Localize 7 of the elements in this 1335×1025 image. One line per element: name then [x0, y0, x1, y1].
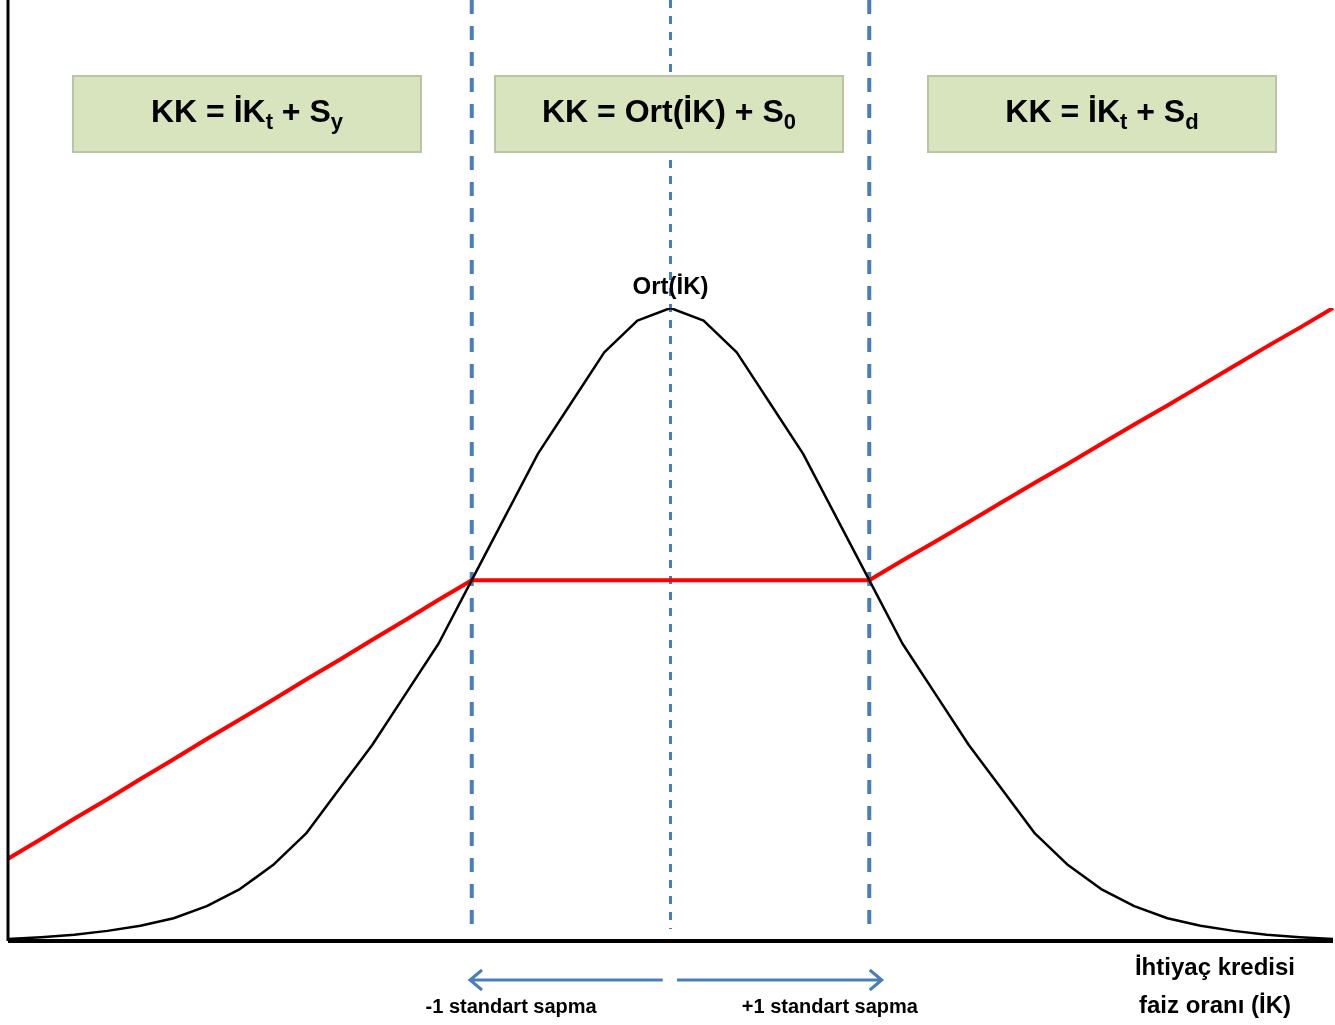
text: +1 standart sapma — [741, 995, 918, 1018]
text: KK = İK$_{t}$ + S$_{d}$ — [1005, 92, 1199, 136]
text: Ort(İK) — [632, 272, 709, 300]
text: KK = İK$_{t}$ + S$_{y}$ — [150, 92, 344, 136]
text: KK = Ort(İK) + S$_{0}$ — [541, 92, 797, 136]
text: -1 standart sapma — [425, 995, 597, 1018]
x-axis-title: İhtiyaç kredisi faiz oranı (İK) — [1133, 952, 1297, 1020]
